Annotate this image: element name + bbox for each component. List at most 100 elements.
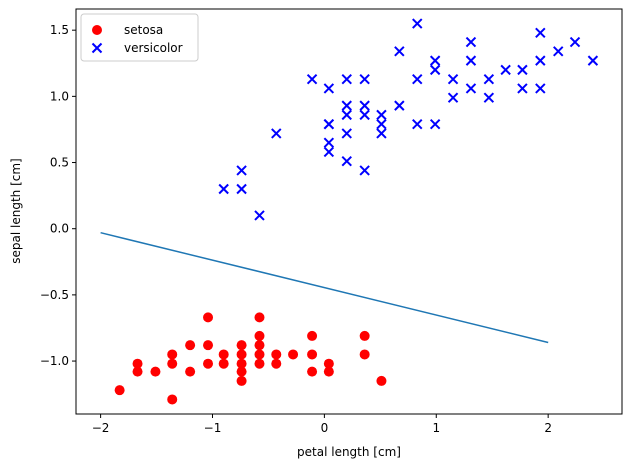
versicolor-point — [271, 128, 282, 139]
setosa-point — [254, 340, 265, 351]
versicolor-point — [394, 100, 405, 111]
y-tick-label: −0.5 — [40, 288, 69, 302]
setosa-point — [185, 340, 196, 351]
setosa-point — [359, 330, 370, 341]
setosa-point — [271, 349, 282, 360]
setosa-point — [203, 340, 214, 351]
setosa-point — [323, 366, 334, 377]
y-tick-label: 0.5 — [50, 156, 69, 170]
versicolor-point — [483, 73, 495, 85]
versicolor-point — [236, 165, 247, 176]
versicolor-point — [323, 83, 335, 94]
setosa-point — [185, 366, 196, 377]
setosa-point — [167, 358, 178, 369]
x-tick-label: 1 — [432, 421, 440, 435]
setosa-point — [254, 349, 265, 360]
versicolor-point — [341, 73, 352, 85]
setosa-point — [167, 349, 178, 360]
versicolor-point — [500, 64, 511, 76]
data-marks — [100, 18, 599, 405]
legend-setosa-label: setosa — [124, 23, 163, 37]
versicolor-point — [412, 18, 423, 29]
versicolor-point — [323, 146, 335, 158]
setosa-point — [203, 312, 214, 323]
versicolor-point — [535, 27, 546, 39]
setosa-point — [307, 330, 318, 341]
x-tick-label: 2 — [544, 421, 552, 435]
setosa-point — [150, 366, 161, 377]
setosa-point — [236, 375, 247, 386]
x-tick-label: −1 — [204, 421, 222, 435]
versicolor-point — [254, 210, 265, 221]
decision-boundary-line — [100, 231, 549, 344]
versicolor-point — [394, 46, 405, 57]
legend: setosa versicolor — [80, 13, 199, 62]
versicolor-point — [323, 137, 335, 148]
versicolor-point — [218, 183, 229, 195]
versicolor-point — [517, 64, 528, 76]
setosa-point — [218, 349, 229, 360]
y-axis-ticks: −1.0 −0.5 0.0 0.5 1.0 1.5 — [40, 23, 76, 368]
versicolor-point — [341, 128, 352, 139]
versicolor-point — [429, 64, 441, 76]
versicolor-point — [535, 83, 546, 94]
versicolor-point — [447, 73, 459, 85]
versicolor-point — [465, 83, 477, 94]
versicolor-point — [535, 55, 546, 66]
versicolor-point — [465, 55, 477, 66]
setosa-point — [254, 312, 265, 323]
versicolor-point — [376, 109, 387, 121]
axes-frame — [75, 8, 623, 415]
setosa-point — [236, 340, 247, 351]
versicolor-point — [341, 100, 352, 111]
versicolor-point — [359, 100, 370, 111]
versicolor-point — [587, 55, 599, 66]
setosa-point — [271, 358, 282, 369]
setosa-point — [307, 366, 318, 377]
x-axis-label: petal length [cm] — [297, 445, 401, 459]
setosa-point — [132, 366, 143, 377]
setosa-point — [236, 349, 247, 360]
setosa-point — [323, 358, 334, 369]
series-0 — [114, 312, 387, 405]
versicolor-point — [306, 73, 318, 85]
versicolor-point — [569, 36, 581, 48]
plot-area — [76, 9, 622, 414]
versicolor-point — [429, 118, 441, 130]
versicolor-point — [341, 109, 352, 121]
setosa-point — [307, 349, 318, 360]
y-tick-label: −1.0 — [40, 354, 69, 368]
y-axis-label: sepal length [cm] — [9, 158, 23, 263]
setosa-point — [288, 349, 299, 360]
legend-setosa-marker — [92, 25, 102, 35]
versicolor-point — [553, 46, 564, 57]
y-tick-label: 1.0 — [50, 89, 69, 103]
setosa-point — [236, 366, 247, 377]
versicolor-point — [429, 55, 441, 66]
setosa-point — [114, 385, 125, 396]
x-axis-ticks: −2 −1 0 1 2 — [92, 414, 552, 435]
versicolor-point — [359, 165, 370, 176]
versicolor-point — [323, 118, 335, 130]
y-tick-label: 1.5 — [50, 23, 69, 37]
setosa-point — [376, 375, 387, 386]
versicolor-point — [465, 36, 477, 48]
setosa-point — [132, 358, 143, 369]
y-tick-label: 0.0 — [50, 222, 69, 236]
legend-box — [80, 13, 199, 62]
versicolor-point — [236, 183, 247, 195]
versicolor-point — [376, 128, 387, 139]
x-tick-label: −2 — [92, 421, 110, 435]
versicolor-point — [517, 83, 528, 94]
setosa-point — [359, 349, 370, 360]
setosa-point — [254, 330, 265, 341]
x-tick-label: 0 — [321, 421, 329, 435]
setosa-point — [167, 394, 178, 405]
versicolor-point — [376, 118, 387, 130]
versicolor-point — [483, 92, 495, 103]
setosa-point — [218, 358, 229, 369]
setosa-point — [236, 358, 247, 369]
versicolor-point — [412, 73, 423, 85]
legend-versicolor-label: versicolor — [124, 41, 183, 55]
